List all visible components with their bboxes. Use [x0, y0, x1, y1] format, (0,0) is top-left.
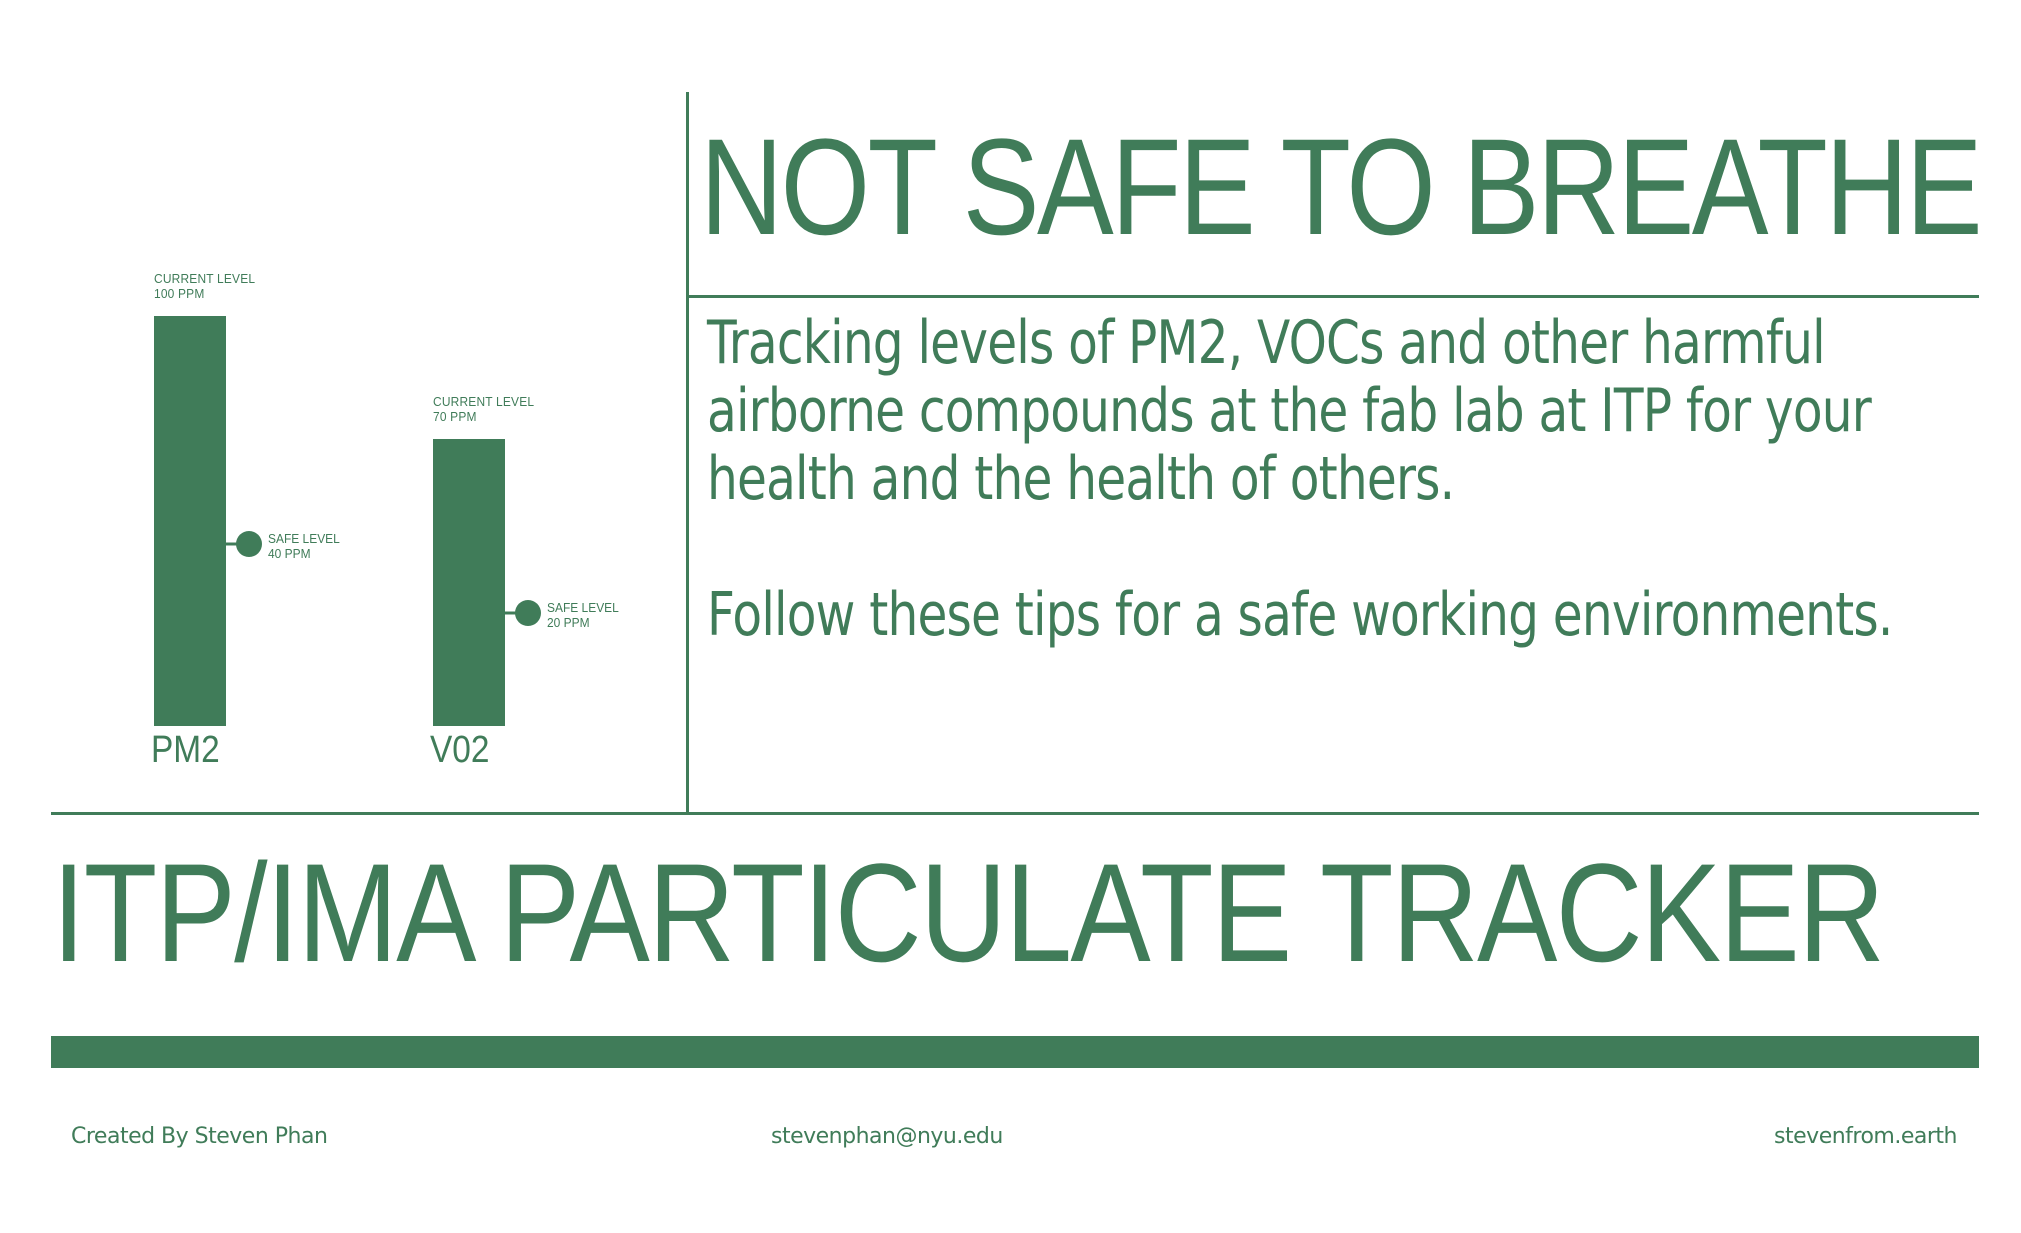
page-title: ITP/IMA PARTICULATE TRACKER [52, 834, 1885, 991]
current-level-label-pm2: CURRENT LEVEL 100 PPM [154, 271, 255, 301]
safe-level-value: 20 PPM [547, 615, 590, 630]
safe-level-marker-v02 [515, 600, 541, 626]
safe-level-label-pm2: SAFE LEVEL 40 PPM [268, 531, 340, 561]
safe-level-marker-pm2 [236, 531, 262, 557]
headline: NOT SAFE TO BREATHE [700, 111, 1983, 264]
bar-pm2 [154, 316, 226, 726]
footer-thick-bar [51, 1036, 1979, 1068]
current-level-label-v02: CURRENT LEVEL 70 PPM [433, 394, 534, 424]
description-tracking: Tracking levels of PM2, VOCs and other h… [707, 308, 1872, 514]
bar-v02 [433, 439, 505, 726]
section-divider [51, 812, 1979, 815]
particulate-bar-chart [154, 316, 541, 726]
current-level-caption: CURRENT LEVEL [433, 394, 535, 409]
current-level-value: 70 PPM [433, 409, 477, 424]
safe-level-label-v02: SAFE LEVEL 20 PPM [547, 600, 619, 630]
safe-level-caption: SAFE LEVEL [268, 531, 340, 546]
safe-level-value: 40 PPM [268, 546, 311, 561]
category-label-v02: V02 [430, 729, 490, 771]
current-level-caption: CURRENT LEVEL [154, 271, 256, 286]
current-level-value: 100 PPM [154, 286, 205, 301]
description-tips: Follow these tips for a safe working env… [707, 580, 1893, 650]
category-label-pm2: PM2 [151, 729, 220, 771]
description: Tracking levels of PM2, VOCs and other h… [707, 309, 2003, 649]
headline-divider [686, 295, 1979, 298]
vertical-divider [686, 92, 689, 814]
footer-email-link[interactable]: stevenphan@nyu.edu [771, 1124, 1003, 1149]
footer-website-link[interactable]: stevenfrom.earth [1774, 1124, 1957, 1149]
footer-credit: Created By Steven Phan [71, 1124, 328, 1149]
safe-level-caption: SAFE LEVEL [547, 600, 619, 615]
